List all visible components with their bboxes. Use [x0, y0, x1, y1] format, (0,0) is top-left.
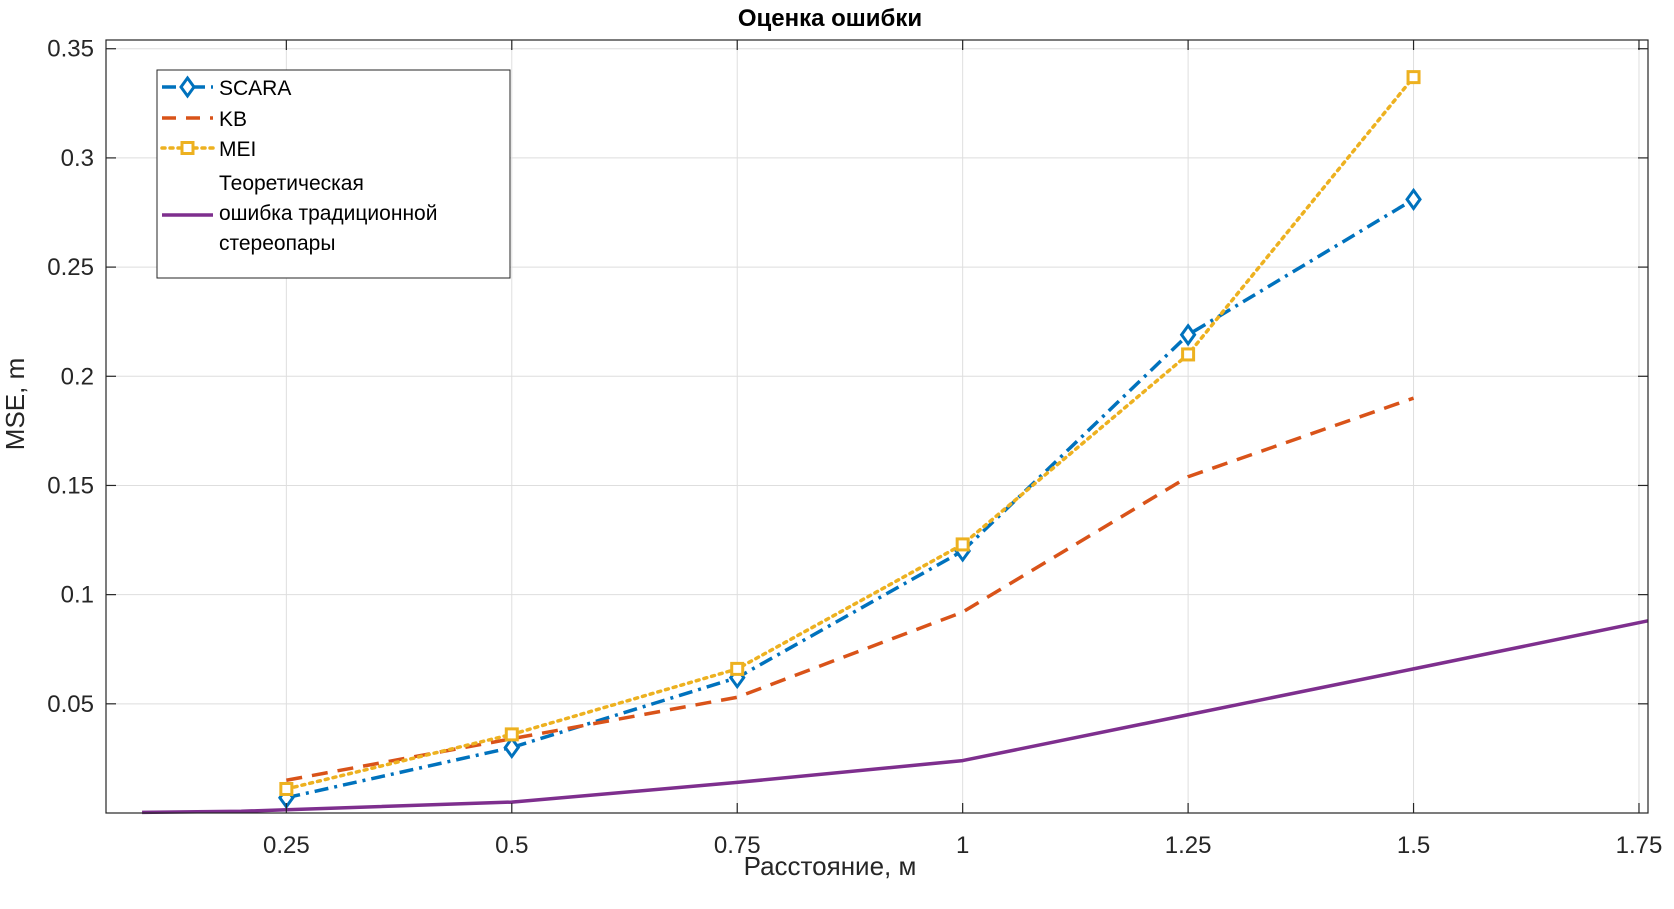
data-point-marker [1179, 323, 1197, 347]
legend-marker [180, 141, 195, 155]
legend-box [156, 69, 511, 279]
x-tick-label: 0.5 [495, 832, 528, 859]
legend: SCARA KB MEI Теоретическая ошибка традиционн… [156, 69, 511, 279]
y-tick-label: 0.25 [47, 254, 94, 281]
tick-labels: 0.25 0.5 0.75 1 1.25 1.5 1.75 0.05 0.1 0.15 0.2 0.2… [47, 36, 1662, 859]
legend-label: ошибка традиционной [219, 202, 437, 225]
data-point-marker [730, 661, 745, 676]
x-tick-label: 1.5 [1397, 832, 1430, 859]
series-теоретическая [142, 619, 1649, 815]
data-point-marker [1406, 70, 1421, 85]
y-tick-label: 0.3 [61, 145, 94, 172]
axes-box [105, 39, 1649, 814]
legend-label: SCARA [219, 77, 291, 100]
x-tick-label: 1.25 [1165, 832, 1212, 859]
y-tick-label: 0.05 [47, 691, 94, 718]
series-layer [142, 70, 1649, 815]
x-tick-label: 1.75 [1616, 832, 1663, 859]
series-line [142, 619, 1649, 815]
legend-label: стереопары [219, 232, 335, 255]
x-axis-label: Расстояние, м [744, 851, 917, 881]
series-line [284, 75, 1416, 791]
y-tick-label: 0.35 [47, 36, 94, 63]
legend-label: Теоретическая [219, 172, 364, 195]
x-tick-label: 0.25 [263, 832, 310, 859]
data-point-marker [503, 735, 521, 760]
chart-title: Оценка ошибки [738, 5, 922, 32]
y-axis-label: MSE, m [0, 358, 30, 450]
data-point-marker [504, 727, 519, 742]
y-tick-label: 0.2 [61, 363, 94, 390]
series-scara [278, 187, 1422, 810]
x-tick-label: 0.75 [714, 832, 761, 859]
data-point-marker [1405, 187, 1422, 211]
legend-marker [179, 75, 196, 99]
series-mei [279, 70, 1421, 796]
data-point-marker [955, 537, 970, 552]
data-point-marker [279, 781, 294, 796]
legend-label: MEI [219, 138, 256, 161]
series-kb [286, 396, 1415, 782]
series-line [285, 197, 1415, 800]
legend-label: KB [219, 108, 247, 131]
data-point-marker [1181, 347, 1196, 362]
y-tick-label: 0.15 [47, 472, 94, 499]
x-tick-label: 1 [956, 832, 969, 859]
y-tick-label: 0.1 [61, 582, 94, 609]
ticks [106, 40, 1648, 813]
series-line [286, 396, 1415, 782]
